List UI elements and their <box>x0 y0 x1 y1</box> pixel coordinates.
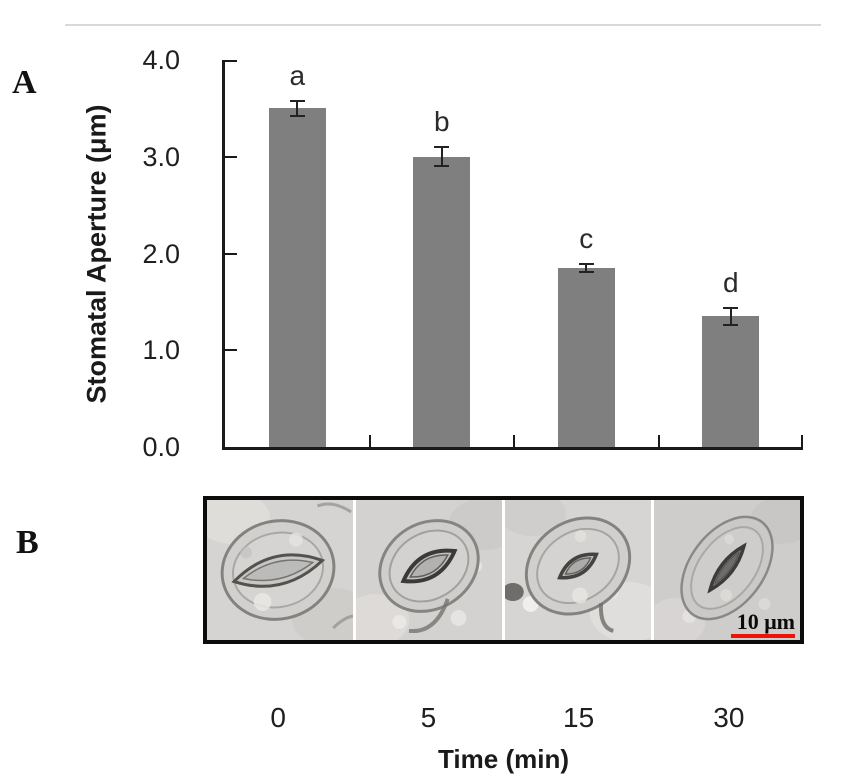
y-tick-mark <box>225 155 237 158</box>
x-tick-mark <box>657 435 660 447</box>
error-bar-line <box>729 306 732 327</box>
error-bar-cap <box>289 115 305 118</box>
error-bar-line <box>440 146 443 168</box>
plot-area: a b c d <box>222 60 803 450</box>
time-labels-row: 0 5 15 30 <box>203 702 804 734</box>
y-tick-mark <box>225 252 237 255</box>
error-bar-cap <box>723 324 739 327</box>
bar-5min <box>413 156 471 447</box>
stoma-closed-image <box>654 500 800 640</box>
x-tick-mark <box>513 435 515 447</box>
panel-b-label: B <box>16 524 39 561</box>
stoma-micrograph-15min <box>505 500 651 640</box>
x-axis-end-tick <box>801 435 803 447</box>
error-bar-cap <box>578 263 594 266</box>
bar-30min <box>702 316 760 447</box>
error-bar-line <box>585 263 588 273</box>
error-bar <box>723 306 739 327</box>
error-bar-cap <box>434 165 450 168</box>
time-label: 15 <box>563 702 595 733</box>
error-bar-cap <box>289 99 305 102</box>
error-bar-cap <box>578 270 594 273</box>
x-axis-title: Time (min) <box>438 744 569 774</box>
time-label: 0 <box>270 702 286 733</box>
error-bar-cap <box>434 146 450 149</box>
error-bar <box>434 146 450 168</box>
scale-bar: 10 μm <box>731 611 795 638</box>
y-tick-mark <box>225 349 237 352</box>
error-bar <box>578 263 594 273</box>
significance-letter: b <box>433 106 450 138</box>
stoma-micrograph-0min <box>207 500 353 640</box>
bar-0min <box>268 108 326 447</box>
error-bar <box>289 99 305 118</box>
error-bar-line <box>296 99 299 118</box>
stoma-partly-open-image <box>356 500 502 640</box>
time-label: 30 <box>713 702 745 733</box>
x-tick-mark <box>368 435 371 447</box>
stoma-micrograph-5min <box>356 500 502 640</box>
stoma-open-image <box>207 500 353 640</box>
significance-letter: a <box>289 59 306 91</box>
micrograph-strip: 10 μm <box>203 496 804 644</box>
y-axis-title: Stomatal Aperture (μm) <box>81 104 112 404</box>
significance-letter: d <box>722 266 739 298</box>
significance-letter: c <box>579 223 594 255</box>
scale-bar-label: 10 μm <box>736 609 795 634</box>
top-divider-line <box>65 24 821 26</box>
y-tick-mark <box>225 60 237 62</box>
time-label: 5 <box>420 702 437 733</box>
bar-15min <box>557 268 615 447</box>
scale-bar-line <box>731 634 795 638</box>
stoma-micrograph-30min <box>654 500 800 640</box>
stoma-mostly-closed-image <box>505 500 651 640</box>
panel-a-label: A <box>12 64 37 101</box>
error-bar-cap <box>723 306 739 309</box>
